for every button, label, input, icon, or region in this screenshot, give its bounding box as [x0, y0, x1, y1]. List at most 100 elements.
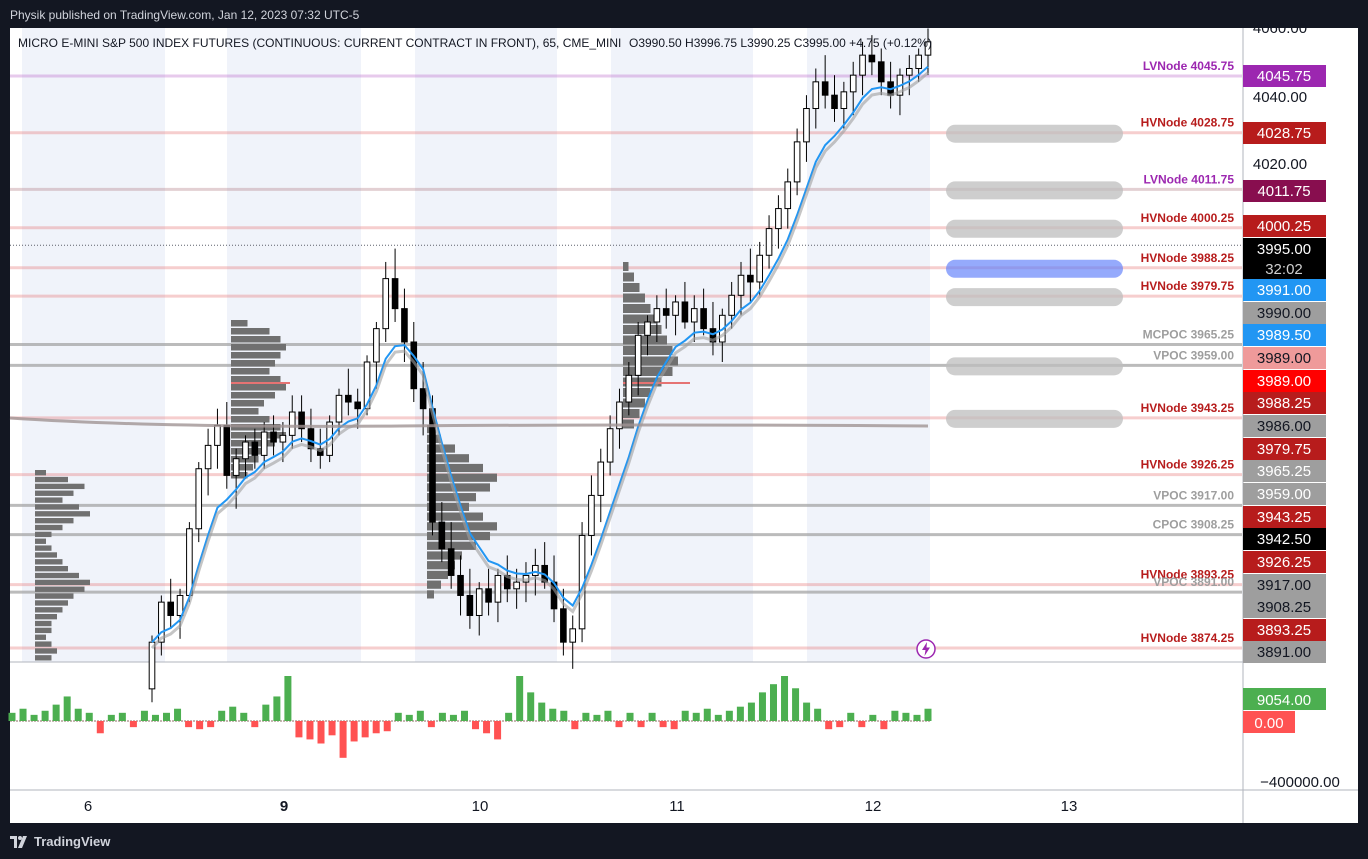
level-zone — [946, 181, 1123, 200]
volume-bar — [449, 714, 457, 721]
volume-profile-bar — [427, 483, 490, 492]
volume-profile-bar — [427, 570, 448, 580]
candle — [513, 568, 520, 609]
price-badge — [1243, 641, 1326, 663]
volume-profile-bar — [231, 392, 275, 399]
candle — [662, 288, 670, 329]
lightning-icon[interactable] — [916, 639, 936, 659]
candle-down — [298, 411, 305, 430]
candle — [270, 415, 277, 456]
volume-profile-bar — [35, 538, 46, 544]
volume-bar — [405, 714, 413, 721]
level-label: VPOC 3959.00 — [1153, 348, 1234, 362]
candle — [195, 462, 203, 543]
level-zone — [946, 409, 1123, 428]
level-label: HVNode 3926.25 — [1141, 458, 1235, 472]
level-label: LVNode 4011.75 — [1144, 172, 1235, 186]
volume-profile-bar — [35, 579, 90, 586]
volume-profile-bar — [35, 593, 74, 599]
time-tick-label: 11 — [669, 798, 685, 815]
volume-profile-bar — [231, 368, 270, 375]
price-badge — [1243, 180, 1326, 202]
volume-profile-bar — [231, 432, 286, 439]
volume-profile-bar — [35, 470, 46, 476]
level-label: HVNode 3874.25 — [1141, 631, 1235, 645]
volume-bar — [472, 721, 480, 730]
tradingview-brand[interactable]: TradingView — [34, 834, 111, 849]
volume-profile-bar — [35, 483, 85, 490]
volume-badge-down-label: 0.00 — [1254, 715, 1283, 732]
volume-profile-bar — [35, 572, 79, 579]
volume-profile-bar — [35, 648, 57, 654]
volume-bar — [361, 721, 369, 738]
volume-profile-bar — [427, 580, 441, 589]
volume-profile-bar — [623, 283, 640, 292]
volume-bar — [792, 688, 800, 721]
candle-up — [859, 54, 866, 76]
volume-bar — [781, 676, 789, 721]
price-badge — [1243, 619, 1326, 641]
level-zone — [946, 219, 1123, 238]
volume-bar — [52, 704, 60, 721]
volume-bar — [924, 708, 932, 721]
level-zone — [946, 288, 1123, 307]
price-badge-label: 3943.25 — [1257, 509, 1311, 526]
candle-up — [924, 41, 932, 56]
volume-profile-bar — [35, 620, 52, 627]
price-badge-label: 3995.00 — [1257, 241, 1311, 258]
volume-profile-bar — [427, 473, 497, 482]
volume-bar — [505, 712, 513, 721]
price-badge-label: 4000.25 — [1257, 218, 1311, 235]
volume-bar — [902, 712, 910, 721]
candle-down — [354, 401, 361, 410]
price-badge-label: 4011.75 — [1257, 183, 1310, 200]
candle-down — [466, 594, 474, 616]
price-badge-label: 3908.25 — [1257, 599, 1311, 616]
volume-profile-bar — [35, 524, 63, 531]
candle-up — [158, 601, 165, 643]
volume-bar — [30, 714, 38, 721]
candle-up — [588, 494, 595, 536]
candle — [494, 568, 502, 623]
volume-profile-bar — [623, 325, 662, 334]
volume-profile-bar — [623, 314, 656, 324]
volume-bar — [383, 721, 391, 732]
candle-down — [167, 601, 175, 616]
volume-bar — [394, 712, 402, 721]
candle-up — [475, 588, 483, 616]
volume-profile-bar — [623, 409, 640, 418]
volume-bar — [681, 710, 689, 721]
volume-bar — [626, 712, 634, 721]
price-tick-label: 4020.00 — [1253, 156, 1307, 173]
candle — [391, 248, 399, 322]
price-badge — [1243, 238, 1326, 260]
price-badge — [1243, 347, 1326, 369]
candle — [793, 128, 801, 196]
candle-down — [307, 428, 315, 450]
level-label: HVNode 3979.75 — [1141, 279, 1235, 293]
volume-bar — [670, 721, 678, 730]
candle — [634, 321, 642, 396]
price-badge — [1243, 551, 1326, 573]
level-label: LVNode 4045.75 — [1143, 59, 1234, 73]
tradingview-logo-icon[interactable] — [10, 835, 30, 849]
volume-bar — [251, 721, 259, 728]
price-badge-label: 3926.25 — [1257, 554, 1311, 571]
price-badge — [1243, 506, 1326, 528]
volume-bar — [306, 721, 314, 740]
volume-bar — [262, 704, 270, 721]
candle-up — [728, 294, 735, 316]
candle-up — [494, 574, 502, 603]
candle-down — [447, 548, 455, 576]
candle-up — [382, 278, 390, 330]
volume-bar — [758, 692, 766, 721]
price-tick-label: 4060.00 — [1253, 20, 1307, 37]
price-badge-label: 3990.00 — [1257, 305, 1311, 322]
candle-up — [532, 564, 539, 576]
candle-up — [905, 67, 913, 76]
candle — [644, 315, 651, 356]
candle-up — [915, 54, 922, 69]
volume-bar — [438, 712, 446, 721]
volume-bar — [803, 702, 811, 721]
